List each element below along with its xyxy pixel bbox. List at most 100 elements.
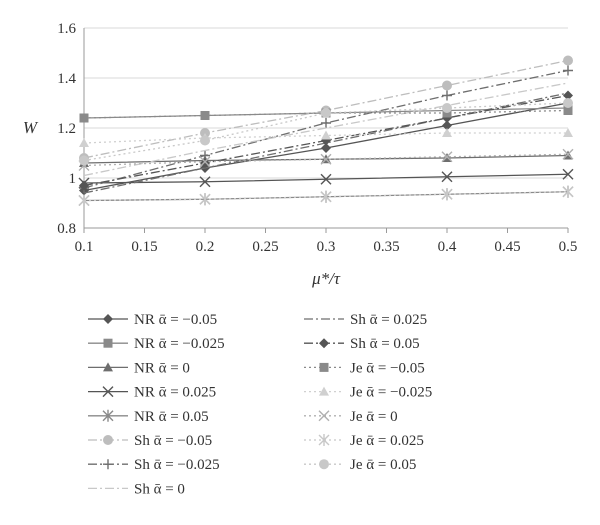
legend-marker [103,459,113,470]
legend-marker [319,338,329,349]
legend-label: Sh ᾱ = 0.05 [350,336,420,352]
series-6 [79,65,573,193]
legend-label: NR ᾱ = 0 [134,360,190,376]
series-line [83,191,569,202]
legend-item: NR ᾱ = 0 [88,360,190,376]
legend-label: Sh ᾱ = −0.025 [134,457,220,473]
data-point [563,55,573,66]
data-point [78,194,90,207]
y-axis-title: W [23,118,39,137]
legend-label: Sh ᾱ = −0.05 [134,433,212,449]
series-14 [79,98,573,166]
legend-item: NR ᾱ = 0.025 [88,385,216,401]
data-point [79,138,89,147]
legend-label: Je ᾱ = −0.025 [350,385,432,401]
series-line [83,82,569,177]
legend-item: Je ᾱ = −0.025 [304,385,432,401]
data-point [563,98,573,108]
legend-item: Sh ᾱ = 0.025 [304,312,427,328]
legend-marker [102,386,114,398]
series-12 [78,148,574,171]
data-point [200,135,210,146]
legend-item: Sh ᾱ = 0.05 [304,336,420,352]
legend-item: Sh ᾱ = 0 [88,481,185,497]
data-point [79,180,89,191]
series-13 [78,185,574,207]
x-tick-label: 0.3 [317,239,336,255]
data-point [442,103,452,113]
data-point [441,188,453,201]
data-point [563,128,573,137]
legend-item: Je ᾱ = 0.05 [304,457,416,473]
data-point [442,80,452,91]
legend-item: Sh ᾱ = −0.025 [88,457,220,473]
data-point [442,90,452,101]
data-point [200,158,210,168]
x-tick-label: 0.15 [131,239,157,255]
legend-label: Sh ᾱ = 0 [134,481,185,497]
series-line [83,153,569,167]
legend-label: Je ᾱ = 0 [350,409,398,425]
data-point [79,113,89,123]
legend-marker [318,410,330,422]
legend-marker [103,435,113,445]
legend: NR ᾱ = −0.05 NR ᾱ = −0.025 NR ᾱ = 0 NR ᾱ = … [88,312,432,497]
data-point [321,143,331,153]
data-point [79,155,89,166]
data-point [199,156,211,168]
legend-marker [319,362,329,372]
legend-label: Sh ᾱ = 0.025 [350,312,427,328]
x-tick-label: 0.45 [494,239,520,255]
y-tick-label: 1.6 [57,21,76,37]
legend-item: Je ᾱ = 0.025 [304,433,424,449]
data-point [321,130,331,140]
data-point [321,118,331,128]
data-point [320,173,332,185]
x-axis-title: μ*/τ [311,269,341,288]
legend-marker [103,314,113,324]
data-point [562,168,574,180]
y-tick-label: 1 [69,171,77,187]
series-line [83,92,569,194]
legend-label: Je ᾱ = 0.025 [350,433,424,449]
legend-label: NR ᾱ = −0.025 [134,336,225,352]
legend-item: NR ᾱ = −0.05 [88,312,217,328]
legend-label: NR ᾱ = 0.05 [134,409,209,425]
data-point [442,128,452,137]
data-point [441,171,453,183]
data-point [562,185,574,198]
x-tick-label: 0.4 [438,239,457,255]
series-line [83,109,569,119]
data-point [320,153,332,165]
data-point [321,108,331,118]
data-point [563,106,573,115]
legend-marker [319,386,329,396]
x-tick-label: 0.2 [196,239,215,255]
legend-item: Je ᾱ = 0 [304,409,398,425]
plot-area [78,55,574,207]
series-line [83,69,569,189]
series-8 [83,92,569,194]
series-7 [83,82,569,177]
data-point [563,90,573,101]
y-tick-label: 1.4 [57,71,76,87]
legend-item: Je ᾱ = −0.05 [304,360,425,376]
legend-label: Je ᾱ = −0.05 [350,360,425,376]
x-tick-label: 0.1 [75,239,94,255]
legend-item: NR ᾱ = 0.05 [88,409,209,425]
x-tick-label: 0.35 [373,239,399,255]
data-point [320,190,332,203]
x-tick-label: 0.25 [252,239,278,255]
data-point [563,65,573,76]
legend-label: NR ᾱ = −0.05 [134,312,217,328]
data-point [200,111,210,120]
y-tick-label: 0.8 [57,221,76,237]
legend-label: Je ᾱ = 0.05 [350,457,416,473]
legend-marker [318,434,330,446]
x-tick-label: 0.5 [559,239,578,255]
legend-label: NR ᾱ = 0.025 [134,385,216,401]
data-point [199,176,211,188]
axes: 0.8 1 1.2 1.4 1.6 0.1 0.15 0.2 0.25 0.3 0.35 0.4 0.4… [57,21,577,255]
